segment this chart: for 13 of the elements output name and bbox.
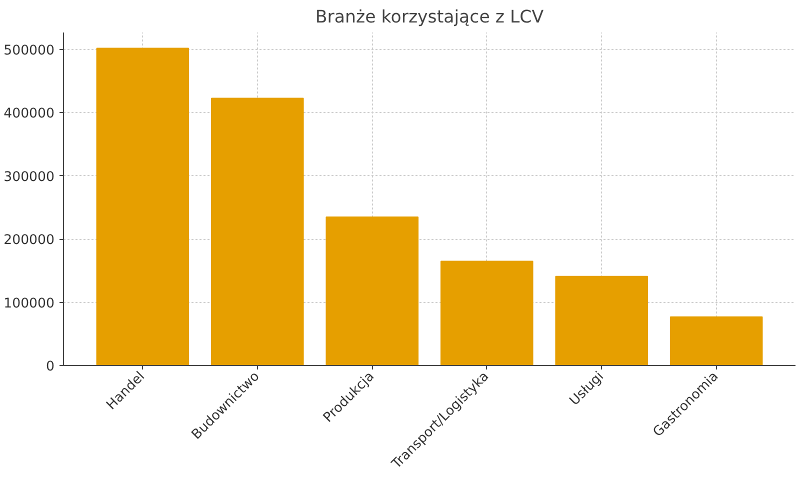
bar — [326, 216, 419, 366]
bar — [555, 276, 648, 366]
bar — [670, 316, 763, 366]
y-tick-label: 300000 — [4, 170, 55, 185]
bar — [96, 48, 190, 366]
bar — [440, 260, 534, 366]
y-tick-label: 200000 — [4, 233, 55, 248]
y-tick-label: 100000 — [4, 296, 55, 312]
y-tick-label: 400000 — [4, 106, 55, 122]
bar — [211, 98, 304, 366]
y-tick-label: 0 — [46, 360, 55, 374]
y-tick-label: 500000 — [4, 44, 55, 59]
chart-title: Branże korzystające z LCV — [315, 8, 544, 28]
